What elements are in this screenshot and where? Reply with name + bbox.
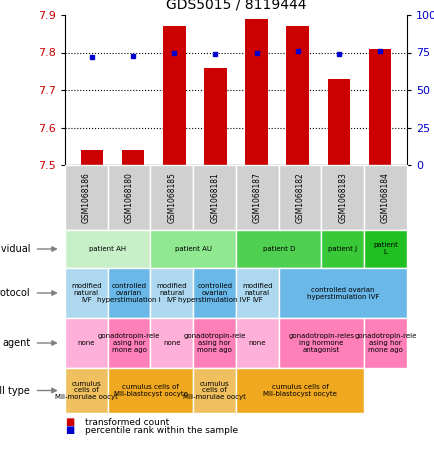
Text: patient D: patient D [262,246,294,252]
Text: gonadotropin-rele
asing hor
mone ago: gonadotropin-rele asing hor mone ago [354,333,416,353]
Text: gonadotropin-rele
asing hor
mone ago: gonadotropin-rele asing hor mone ago [98,333,160,353]
Text: percentile rank within the sample: percentile rank within the sample [84,426,237,435]
Text: cumulus cells of
MII-blastocyst oocyte: cumulus cells of MII-blastocyst oocyte [263,384,336,397]
Text: patient AH: patient AH [89,246,126,252]
Text: GSM1068184: GSM1068184 [380,172,389,223]
Text: patient AU: patient AU [174,246,211,252]
Text: ■: ■ [65,425,74,435]
Bar [327,79,349,165]
Bar [204,67,226,165]
Text: controlled ovarian
hyperstimulation IVF: controlled ovarian hyperstimulation IVF [306,286,378,299]
Text: modified
natural
IVF: modified natural IVF [71,283,102,303]
Text: modified
natural
IVF: modified natural IVF [156,283,187,303]
Text: agent: agent [2,338,30,348]
Bar [286,26,309,165]
Bar [368,49,391,165]
Text: patient J: patient J [328,246,357,252]
Text: GSM1068182: GSM1068182 [295,172,304,223]
Title: GDS5015 / 8119444: GDS5015 / 8119444 [165,0,306,11]
Text: GSM1068181: GSM1068181 [210,172,219,223]
Text: cumulus
cells of
MII-morulae oocyt: cumulus cells of MII-morulae oocyt [55,381,118,400]
Text: modified
natural
IVF: modified natural IVF [242,283,272,303]
Text: gonadotropin-rele
asing hor
mone ago: gonadotropin-rele asing hor mone ago [183,333,245,353]
Text: controlled
ovarian
hyperstimulation IVF: controlled ovarian hyperstimulation IVF [178,283,250,303]
Text: transformed count: transformed count [84,418,168,427]
Text: GSM1068186: GSM1068186 [82,172,91,223]
Text: individual: individual [0,244,30,254]
Text: protocol: protocol [0,288,30,298]
Text: cell type: cell type [0,386,30,395]
Text: none: none [77,340,95,346]
Text: gonadotropin-reles
ing hormone
antagonist: gonadotropin-reles ing hormone antagonis… [288,333,354,353]
Text: controlled
ovarian
hyperstimulation I: controlled ovarian hyperstimulation I [97,283,161,303]
Bar [80,150,103,165]
Text: none: none [163,340,180,346]
Bar [122,150,144,165]
Text: GSM1068180: GSM1068180 [124,172,133,223]
Text: none: none [248,340,266,346]
Text: cumulus
cells of
MII-morulae oocyt: cumulus cells of MII-morulae oocyt [183,381,246,400]
Text: GSM1068187: GSM1068187 [252,172,261,223]
Text: cumulus cells of
MII-blastocyst oocyte: cumulus cells of MII-blastocyst oocyte [113,384,187,397]
Text: ■: ■ [65,417,74,427]
Text: patient
L: patient L [372,242,397,255]
Text: GSM1068183: GSM1068183 [338,172,347,223]
Bar [162,26,185,165]
Bar [245,19,267,165]
Text: GSM1068185: GSM1068185 [167,172,176,223]
